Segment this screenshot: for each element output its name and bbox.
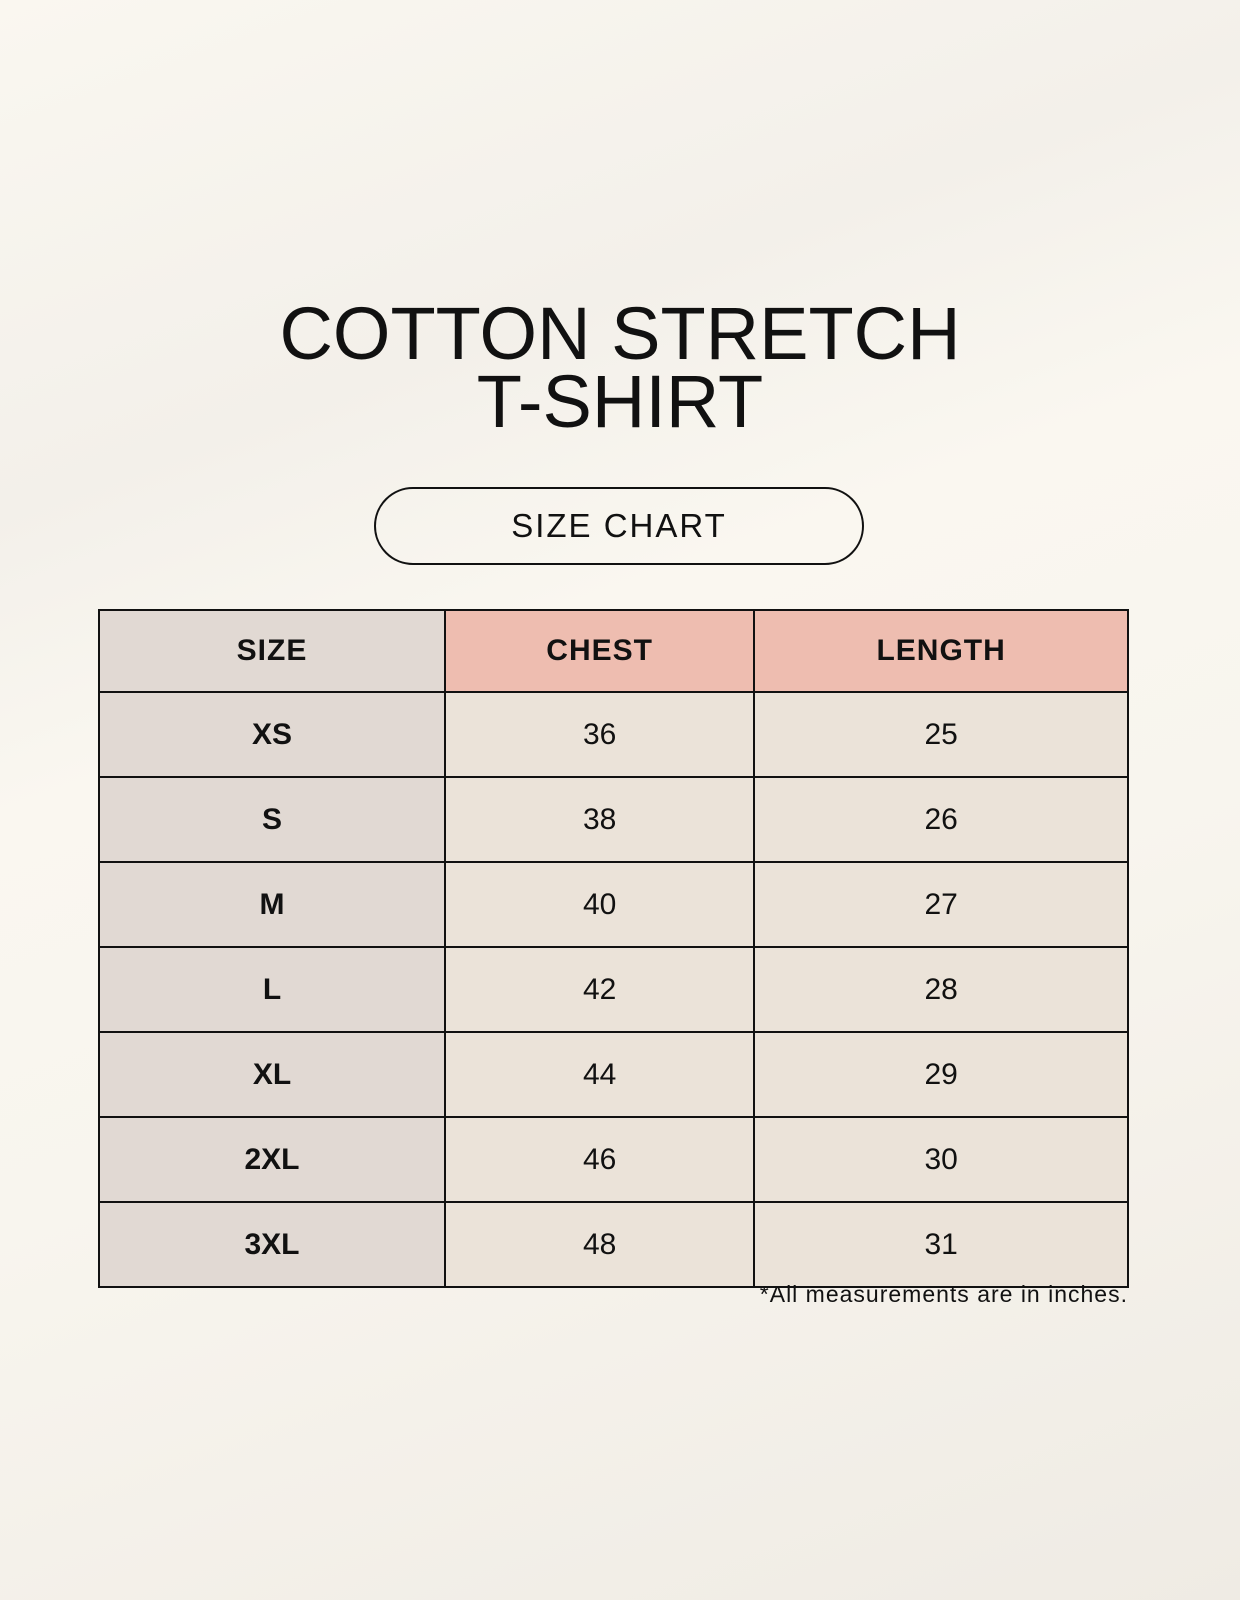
cell-chest: 36: [443, 691, 756, 778]
cell-chest: 48: [443, 1201, 756, 1288]
cell-size: S: [98, 776, 446, 863]
cell-length: 31: [753, 1201, 1129, 1288]
cell-chest: 44: [443, 1031, 756, 1118]
measurement-note: *All measurements are in inches.: [759, 1281, 1128, 1307]
cell-length: 30: [753, 1116, 1129, 1203]
cell-chest: 40: [443, 861, 756, 948]
cell-size: M: [98, 861, 446, 948]
size-chart-badge-label: SIZE CHART: [511, 507, 727, 544]
cell-size: 2XL: [98, 1116, 446, 1203]
cell-chest: 38: [443, 776, 756, 863]
size-table: SIZE CHEST LENGTH XS 36 25 S 38 26 M 40 27 L 42 28 X…: [98, 609, 1129, 1288]
cell-size: L: [98, 946, 446, 1033]
cell-size: XL: [98, 1031, 446, 1118]
table-row: XS 36 25: [98, 691, 1129, 778]
table-row: M 40 27: [98, 861, 1129, 948]
table-header-row: SIZE CHEST LENGTH: [98, 609, 1129, 693]
header-length: LENGTH: [753, 609, 1129, 693]
table-row: L 42 28: [98, 946, 1129, 1033]
title-line-1: COTTON STRETCH: [279, 292, 961, 375]
cell-length: 25: [753, 691, 1129, 778]
header-chest: CHEST: [443, 609, 756, 693]
page-title: COTTON STRETCH T-SHIRT: [0, 292, 1240, 443]
table-row: S 38 26: [98, 776, 1129, 863]
cell-length: 29: [753, 1031, 1129, 1118]
cell-size: 3XL: [98, 1201, 446, 1288]
header-size: SIZE: [98, 609, 446, 693]
cell-length: 27: [753, 861, 1129, 948]
cell-length: 26: [753, 776, 1129, 863]
cell-chest: 42: [443, 946, 756, 1033]
size-chart-badge: SIZE CHART: [374, 487, 864, 565]
cell-length: 28: [753, 946, 1129, 1033]
title-line-2: T-SHIRT: [476, 360, 764, 443]
cell-size: XS: [98, 691, 446, 778]
table-row: 2XL 46 30: [98, 1116, 1129, 1203]
table-row: XL 44 29: [98, 1031, 1129, 1118]
cell-chest: 46: [443, 1116, 756, 1203]
table-row: 3XL 48 31: [98, 1201, 1129, 1288]
